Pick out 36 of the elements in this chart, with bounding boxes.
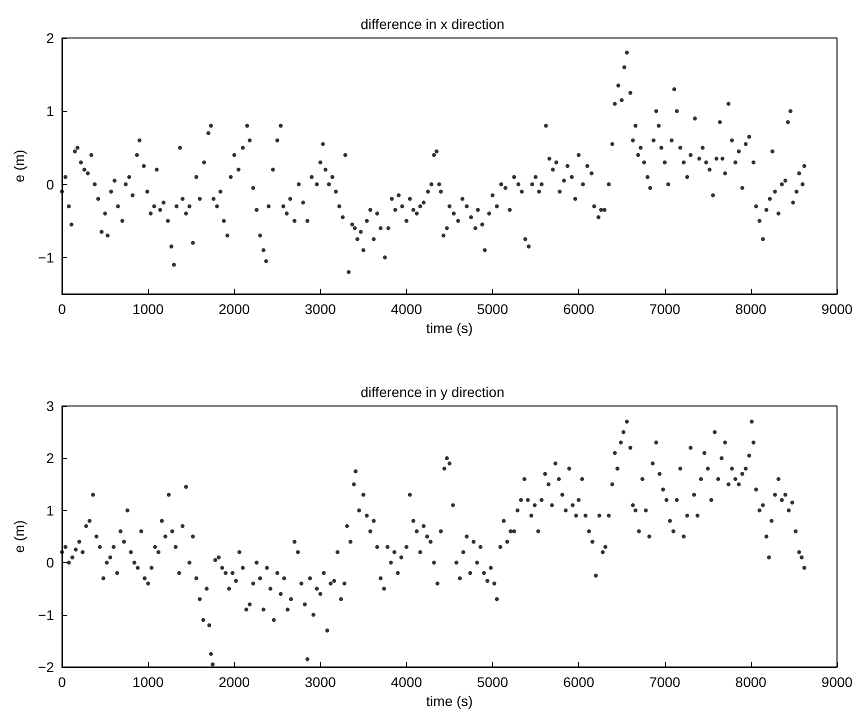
x-tick-label: 1000 bbox=[132, 674, 164, 690]
y-axis-title: e (m) bbox=[11, 520, 27, 553]
y-tick-label: 0 bbox=[46, 176, 54, 192]
x-tick-label: 2000 bbox=[218, 674, 250, 690]
x-axis-title: time (s) bbox=[426, 692, 473, 709]
y-tick-label: −1 bbox=[38, 606, 54, 623]
x-tick-label: 9000 bbox=[821, 301, 853, 317]
x-tick-label: 6000 bbox=[563, 301, 594, 317]
x-tick-label: 0 bbox=[58, 674, 66, 690]
y-tick-label: −1 bbox=[38, 249, 54, 266]
x-axis-title: time (s) bbox=[426, 320, 473, 336]
x-tick-label: 2000 bbox=[218, 301, 250, 317]
x-tick-label: 9000 bbox=[821, 674, 853, 690]
chart-title: difference in x direction bbox=[360, 16, 504, 32]
x-tick-label: 7000 bbox=[649, 674, 681, 690]
x-tick-label: 4000 bbox=[390, 301, 422, 317]
y-tick-label: 3 bbox=[46, 398, 54, 414]
y-tick-label: 1 bbox=[46, 502, 54, 518]
x-tick-label: 5000 bbox=[476, 301, 508, 317]
x-tick-label: 8000 bbox=[735, 674, 767, 690]
x-tick-label: 3000 bbox=[304, 301, 336, 317]
y-tick-label: −2 bbox=[38, 659, 54, 675]
y-tick-label: 2 bbox=[46, 450, 54, 466]
x-tick-label: 8000 bbox=[735, 301, 767, 317]
x-tick-label: 5000 bbox=[476, 674, 508, 690]
y-tick-label: 0 bbox=[46, 554, 54, 571]
x-tick-label: 1000 bbox=[132, 301, 164, 317]
chart-title: difference in y direction bbox=[360, 384, 504, 400]
y-axis-title: e (m) bbox=[11, 150, 27, 182]
x-tick-label: 0 bbox=[58, 301, 66, 317]
x-tick-label: 6000 bbox=[563, 674, 594, 690]
x-tick-label: 3000 bbox=[304, 674, 336, 690]
x-tick-label: 4000 bbox=[390, 674, 422, 690]
y-tick-label: 2 bbox=[46, 30, 54, 46]
y-tick-label: 1 bbox=[46, 103, 54, 120]
x-tick-label: 7000 bbox=[649, 301, 681, 317]
